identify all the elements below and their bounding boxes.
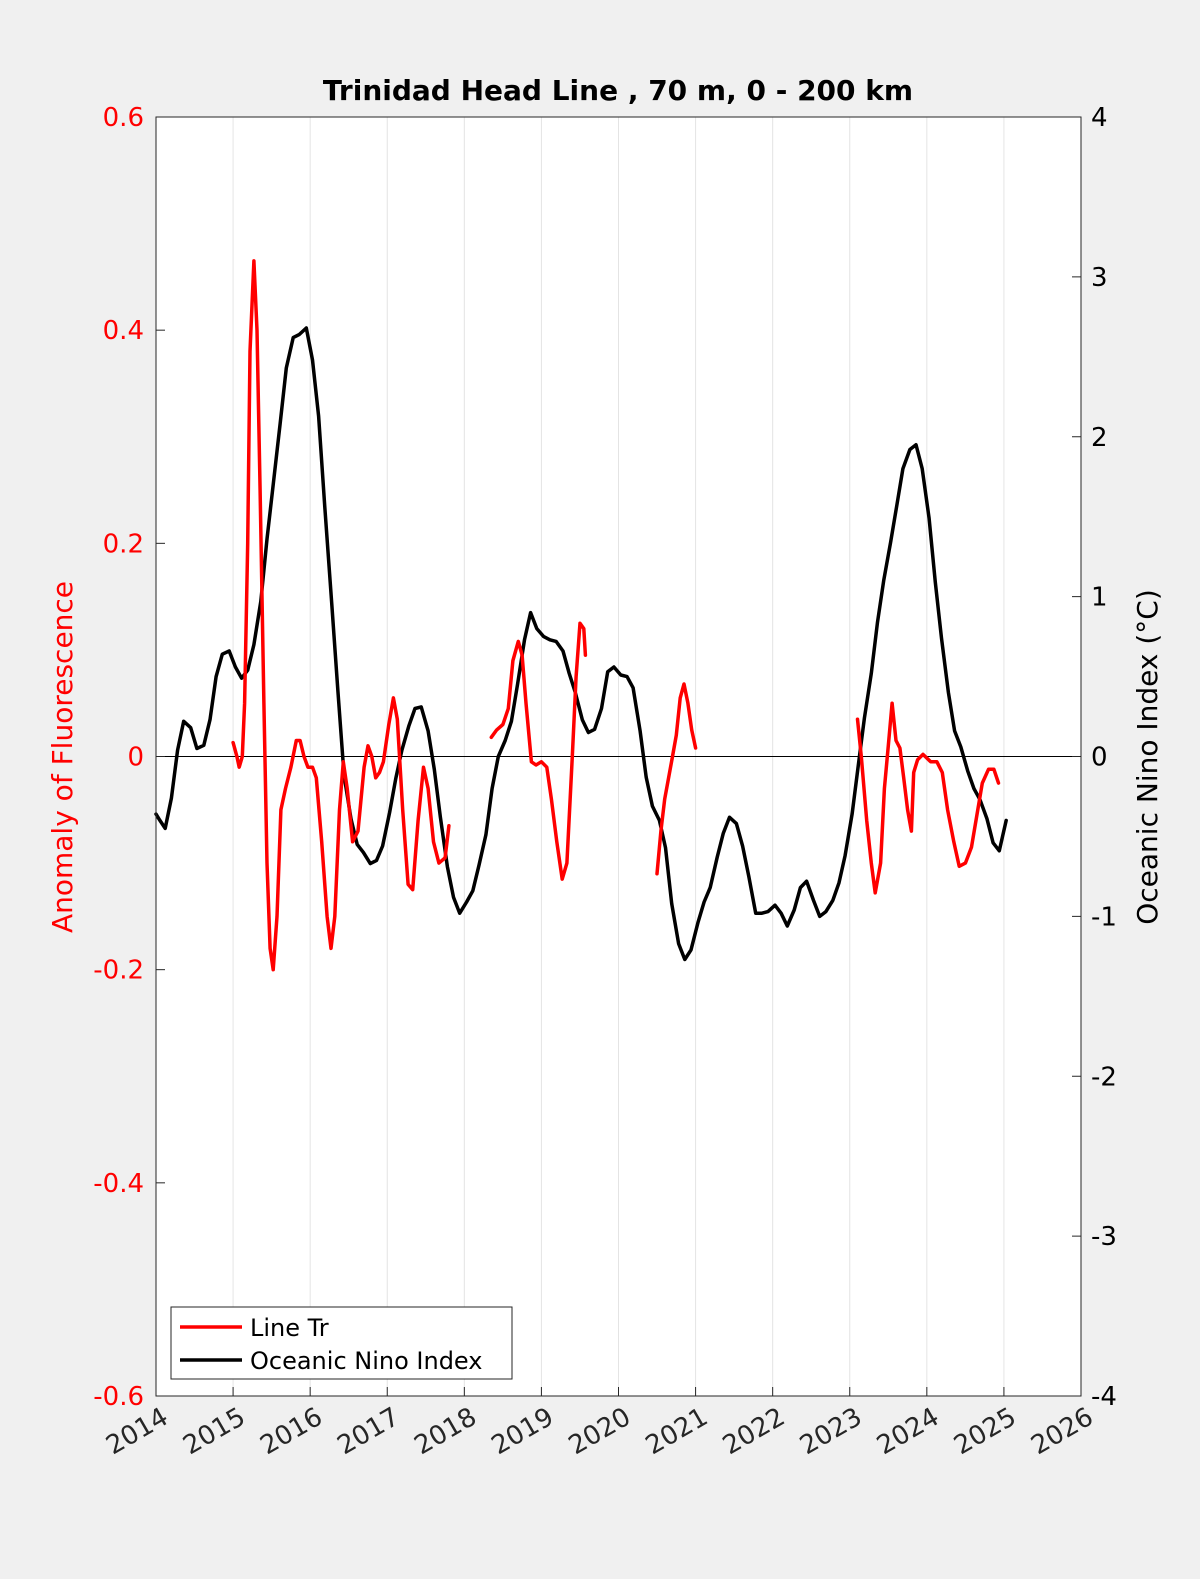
series-line-tr-segment <box>489 621 588 881</box>
y-left-tick-label: -0.2 <box>93 956 144 986</box>
y-right-tick-label: 0 <box>1091 743 1108 773</box>
series-line-tr-segment <box>855 701 1001 895</box>
y-left-tick-label: -0.6 <box>93 1382 144 1412</box>
y-left-tick-label: 0.6 <box>103 103 144 133</box>
y-left-tick-label: 0.4 <box>103 316 144 346</box>
series-line-tr-segment <box>231 259 451 972</box>
x-tick-label: 2025 <box>949 1402 1021 1461</box>
y-right-tick-label: -2 <box>1091 1062 1117 1092</box>
y-right-tick-label: 1 <box>1091 583 1108 613</box>
y-right-tick-label: -4 <box>1091 1382 1117 1412</box>
x-tick-label: 2023 <box>795 1402 867 1461</box>
y-right-tick-label: 3 <box>1091 263 1108 293</box>
x-tick-label: 2019 <box>487 1402 559 1461</box>
x-tick-label: 2015 <box>178 1402 250 1461</box>
y-right-tick-label: 2 <box>1091 423 1108 453</box>
x-tick-label: 2020 <box>564 1402 636 1461</box>
y-left-tick-label: 0 <box>127 743 144 773</box>
legend-box <box>170 1306 513 1380</box>
legend-label-line-tr: Line Tr <box>250 1314 329 1342</box>
x-tick-label: 2018 <box>410 1402 482 1461</box>
y-left-tick-label: 0.2 <box>103 529 144 559</box>
x-tick-label: 2016 <box>255 1402 327 1461</box>
y-axis-left-label: Anomaly of Fluorescence <box>46 581 79 933</box>
x-tick-label: 2021 <box>641 1402 713 1461</box>
series-layer <box>154 259 1008 972</box>
series-line-tr-segment <box>655 682 698 876</box>
legend: Line Tr Oceanic Nino Index <box>170 1306 513 1380</box>
y-right-tick-label: 4 <box>1091 103 1108 133</box>
y-axis-right-label: Oceanic Nino Index (°C) <box>1131 589 1164 925</box>
y-left-tick-label: -0.4 <box>93 1169 144 1199</box>
x-tick-label: 2026 <box>1026 1402 1098 1461</box>
x-tick-label: 2024 <box>872 1402 944 1461</box>
y-right-tick-label: -1 <box>1091 902 1117 932</box>
legend-label-oni: Oceanic Nino Index <box>250 1347 482 1375</box>
series-oni-line <box>154 326 1008 962</box>
y-right-tick-label: -3 <box>1091 1222 1117 1252</box>
chart-title: Trinidad Head Line , 70 m, 0 - 200 km <box>323 74 913 107</box>
x-tick-label: 2017 <box>332 1402 404 1461</box>
x-tick-label: 2022 <box>718 1402 790 1461</box>
